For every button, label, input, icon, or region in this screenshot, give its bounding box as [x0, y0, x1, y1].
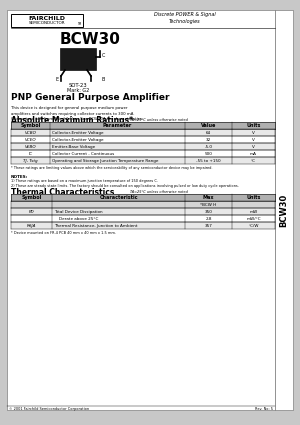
Text: mW: mW [249, 210, 258, 213]
Text: 2.8: 2.8 [205, 216, 212, 221]
Text: 350: 350 [205, 210, 212, 213]
Text: 357: 357 [205, 224, 212, 227]
Text: FAIRCHILD: FAIRCHILD [28, 15, 65, 20]
FancyBboxPatch shape [11, 129, 275, 136]
Text: Collector-Emitter Voltage: Collector-Emitter Voltage [52, 130, 104, 134]
Text: VCEO: VCEO [25, 138, 36, 142]
Text: Thermal Resistance, Junction to Ambient: Thermal Resistance, Junction to Ambient [54, 224, 137, 227]
Text: *BCW H: *BCW H [200, 202, 217, 207]
Text: This device is designed for general purpose medium power
amplifiers and switches: This device is designed for general purp… [11, 106, 143, 121]
FancyBboxPatch shape [11, 157, 275, 164]
Text: Parameter: Parameter [103, 123, 132, 128]
FancyBboxPatch shape [11, 194, 275, 201]
Text: TA=25°C unless otherwise noted: TA=25°C unless otherwise noted [130, 190, 188, 194]
Text: 1) These ratings are based on a maximum junction temperature of 150 degrees C.: 1) These ratings are based on a maximum … [11, 179, 158, 183]
Text: C: C [54, 49, 58, 54]
Text: V: V [252, 144, 255, 148]
FancyBboxPatch shape [11, 122, 275, 129]
Text: VEBO: VEBO [25, 144, 36, 148]
Text: SEMICONDUCTOR: SEMICONDUCTOR [29, 21, 65, 25]
Text: °C/W: °C/W [248, 224, 259, 227]
Text: Rev. No: 5: Rev. No: 5 [255, 407, 273, 411]
FancyBboxPatch shape [11, 14, 83, 27]
Text: E: E [56, 76, 58, 82]
Text: 500: 500 [205, 151, 212, 156]
Text: PNP General Purpose Amplifier: PNP General Purpose Amplifier [11, 93, 169, 102]
Text: TM: TM [78, 22, 82, 25]
Text: Collector Current - Continuous: Collector Current - Continuous [52, 151, 114, 156]
FancyBboxPatch shape [60, 48, 96, 70]
Text: Characteristic: Characteristic [99, 195, 138, 200]
Text: Units: Units [246, 195, 261, 200]
Text: mW/°C: mW/°C [246, 216, 261, 221]
Text: IC: IC [28, 151, 33, 156]
Text: Operating and Storage Junction Temperature Range: Operating and Storage Junction Temperatu… [52, 159, 158, 162]
Text: BCW30: BCW30 [280, 193, 289, 227]
Text: V: V [252, 138, 255, 142]
Text: Symbol: Symbol [20, 123, 40, 128]
FancyBboxPatch shape [11, 222, 275, 229]
Text: Total Device Dissipation: Total Device Dissipation [54, 210, 103, 213]
Text: TJ, Tstg: TJ, Tstg [23, 159, 38, 162]
Text: Mark: G2: Mark: G2 [67, 88, 89, 93]
FancyBboxPatch shape [275, 10, 293, 410]
Text: Derate above 25°C: Derate above 25°C [54, 216, 98, 221]
Text: Max: Max [203, 195, 214, 200]
Text: V: V [252, 130, 255, 134]
Text: SOT-23: SOT-23 [69, 82, 87, 88]
Text: TA=25°C unless otherwise noted: TA=25°C unless otherwise noted [130, 118, 188, 122]
FancyBboxPatch shape [11, 208, 275, 215]
Text: 64: 64 [206, 130, 211, 134]
FancyBboxPatch shape [7, 10, 275, 410]
Text: Value: Value [201, 123, 216, 128]
Text: Symbol: Symbol [21, 195, 42, 200]
Text: 2) These are steady state limits. The factory should be consulted on application: 2) These are steady state limits. The fa… [11, 184, 239, 187]
FancyBboxPatch shape [11, 143, 275, 150]
FancyBboxPatch shape [11, 201, 275, 208]
Text: Absolute Maximum Ratings*: Absolute Maximum Ratings* [11, 116, 133, 125]
Text: RθJA: RθJA [27, 224, 36, 227]
Text: * These ratings are limiting values above which the serviceability of any semico: * These ratings are limiting values abov… [11, 166, 212, 170]
Text: Collector-Emitter Voltage: Collector-Emitter Voltage [52, 138, 104, 142]
Text: -55 to +150: -55 to +150 [196, 159, 221, 162]
Text: Discrete POWER & Signal
Technologies: Discrete POWER & Signal Technologies [154, 12, 216, 24]
Text: Emitter-Base Voltage: Emitter-Base Voltage [52, 144, 95, 148]
Text: B: B [101, 76, 105, 82]
Text: NOTES:: NOTES: [11, 175, 28, 179]
Text: * Device mounted on FR-4 PCB 40 mm x 40 mm x 1.5 mm.: * Device mounted on FR-4 PCB 40 mm x 40 … [11, 231, 116, 235]
Text: VCBO: VCBO [25, 130, 36, 134]
Text: C: C [101, 53, 105, 57]
Text: 32: 32 [206, 138, 211, 142]
Text: -5.0: -5.0 [205, 144, 212, 148]
Text: °C: °C [251, 159, 256, 162]
Text: © 2001 Fairchild Semiconductor Corporation: © 2001 Fairchild Semiconductor Corporati… [9, 407, 89, 411]
Text: PD: PD [29, 210, 34, 213]
Text: Units: Units [246, 123, 261, 128]
Text: BCW30: BCW30 [60, 31, 120, 46]
Text: Thermal Characteristics: Thermal Characteristics [11, 187, 114, 196]
Text: mA: mA [250, 151, 257, 156]
